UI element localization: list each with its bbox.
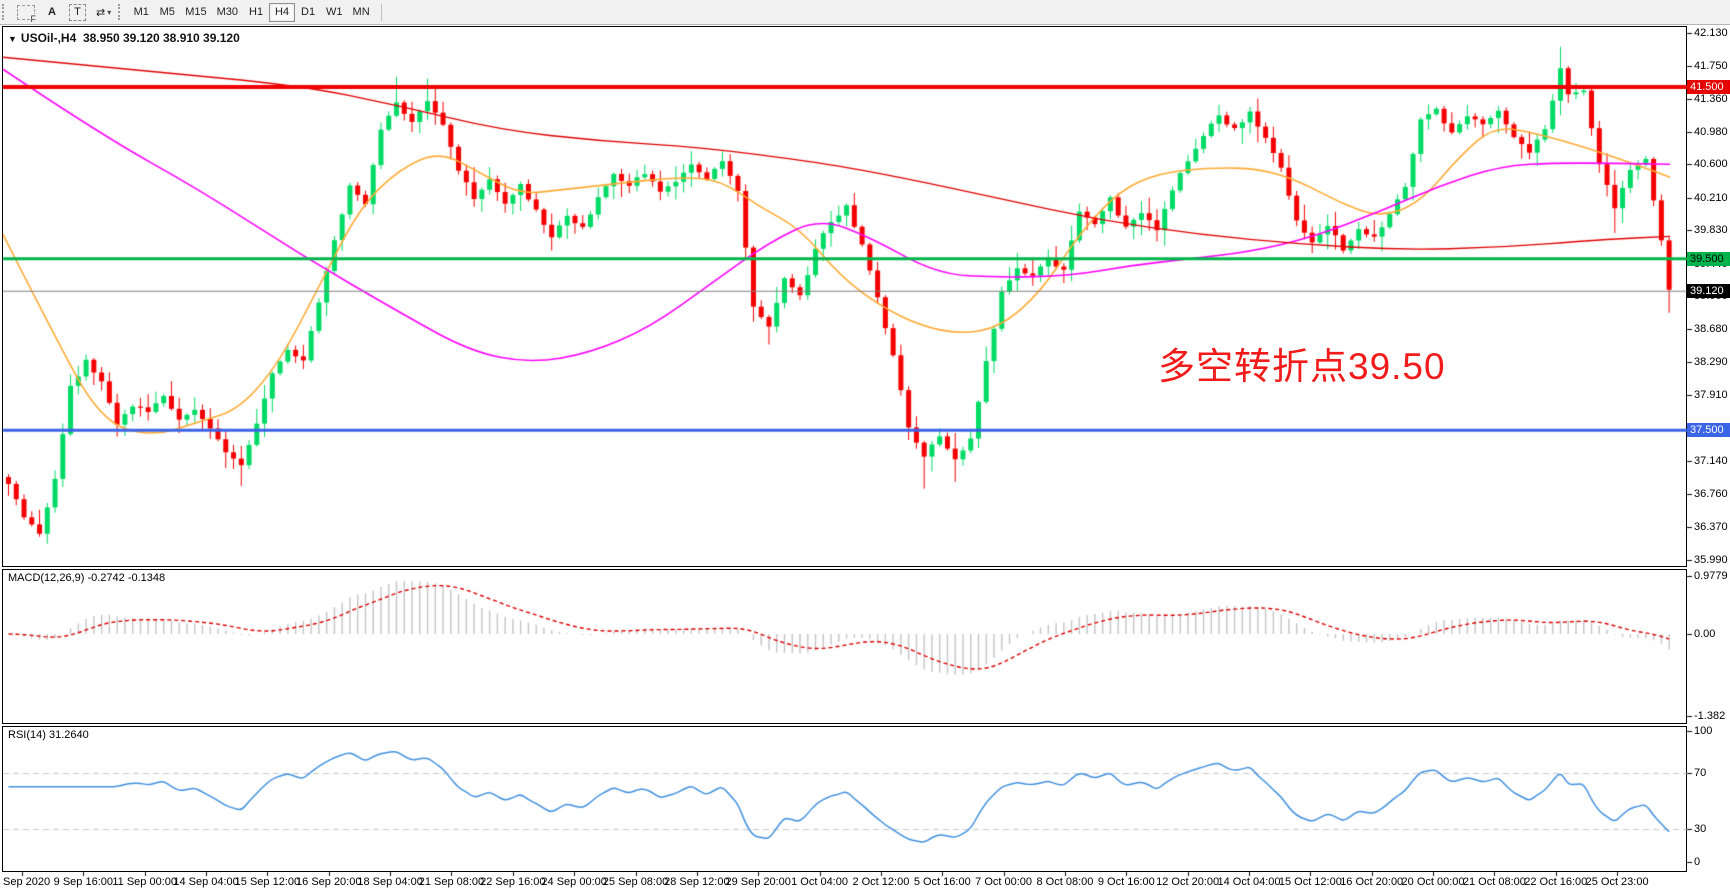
dropdown-triangle-icon[interactable]: ▼ — [8, 34, 17, 44]
time-axis-label: 9 Sep 16:00 — [53, 876, 114, 888]
price-level-badge-39.120: 39.120 — [1687, 284, 1730, 299]
time-axis-label: 12 Oct 20:00 — [1156, 876, 1220, 888]
time-axis-label: 25 Sep 08:00 — [602, 876, 669, 888]
time-axis-label: 21 Oct 08:00 — [1462, 876, 1526, 888]
time-axis-label: 28 Sep 12:00 — [664, 876, 730, 888]
time-axis-label: 9 Oct 16:00 — [1097, 876, 1155, 888]
chart-title: ▼ USOil-,H4 38.950 39.120 38.910 39.120 — [8, 31, 240, 45]
macd-indicator-label: MACD(12,26,9) -0.2742 -0.1348 — [8, 572, 166, 584]
ohlc-values: 38.950 39.120 38.910 39.120 — [82, 31, 240, 45]
time-axis-label: 15 Oct 12:00 — [1278, 876, 1342, 888]
time-axis-label: 24 Sep 00:00 — [541, 876, 607, 888]
rsi-indicator-label: RSI(14) 31.2640 — [8, 729, 89, 741]
time-axis-label: 22 Sep 16:00 — [480, 876, 546, 888]
time-axis-label: 18 Sep 04:00 — [357, 876, 423, 888]
time-axis-label: 21 Sep 08:00 — [418, 876, 485, 888]
price-level-badge-37.500: 37.500 — [1687, 423, 1730, 438]
time-axis-label: 1 Oct 04:00 — [791, 876, 848, 888]
time-axis-label: 5 Oct 16:00 — [913, 876, 971, 888]
time-axis-label: 11 Sep 00:00 — [112, 876, 178, 888]
time-axis-label: 8 Sep 2020 — [0, 876, 51, 888]
time-axis-label: 29 Sep 20:00 — [725, 876, 791, 888]
time-axis-label: 15 Sep 12:00 — [234, 876, 301, 888]
time-axis-label: 25 Oct 23:00 — [1585, 876, 1649, 888]
time-axis-label: 7 Oct 00:00 — [975, 876, 1033, 888]
price-level-badge-41.500: 41.500 — [1687, 80, 1730, 95]
price-annotation: 多空转折点39.50 — [1158, 346, 1446, 387]
time-axis-label: 16 Sep 20:00 — [296, 876, 362, 888]
time-axis-label: 8 Oct 08:00 — [1036, 876, 1094, 888]
time-axis-label: 22 Oct 16:00 — [1524, 876, 1588, 888]
price-level-badge-39.500: 39.500 — [1687, 251, 1730, 266]
time-axis-label: 20 Oct 00:00 — [1401, 876, 1465, 888]
time-axis-label: 16 Oct 20:00 — [1340, 876, 1404, 888]
time-axis-label: 2 Oct 12:00 — [852, 876, 910, 888]
symbol-label: USOil-,H4 — [20, 31, 77, 45]
time-axis-label: 14 Sep 04:00 — [173, 876, 239, 888]
time-axis-label: 14 Oct 04:00 — [1217, 876, 1281, 888]
